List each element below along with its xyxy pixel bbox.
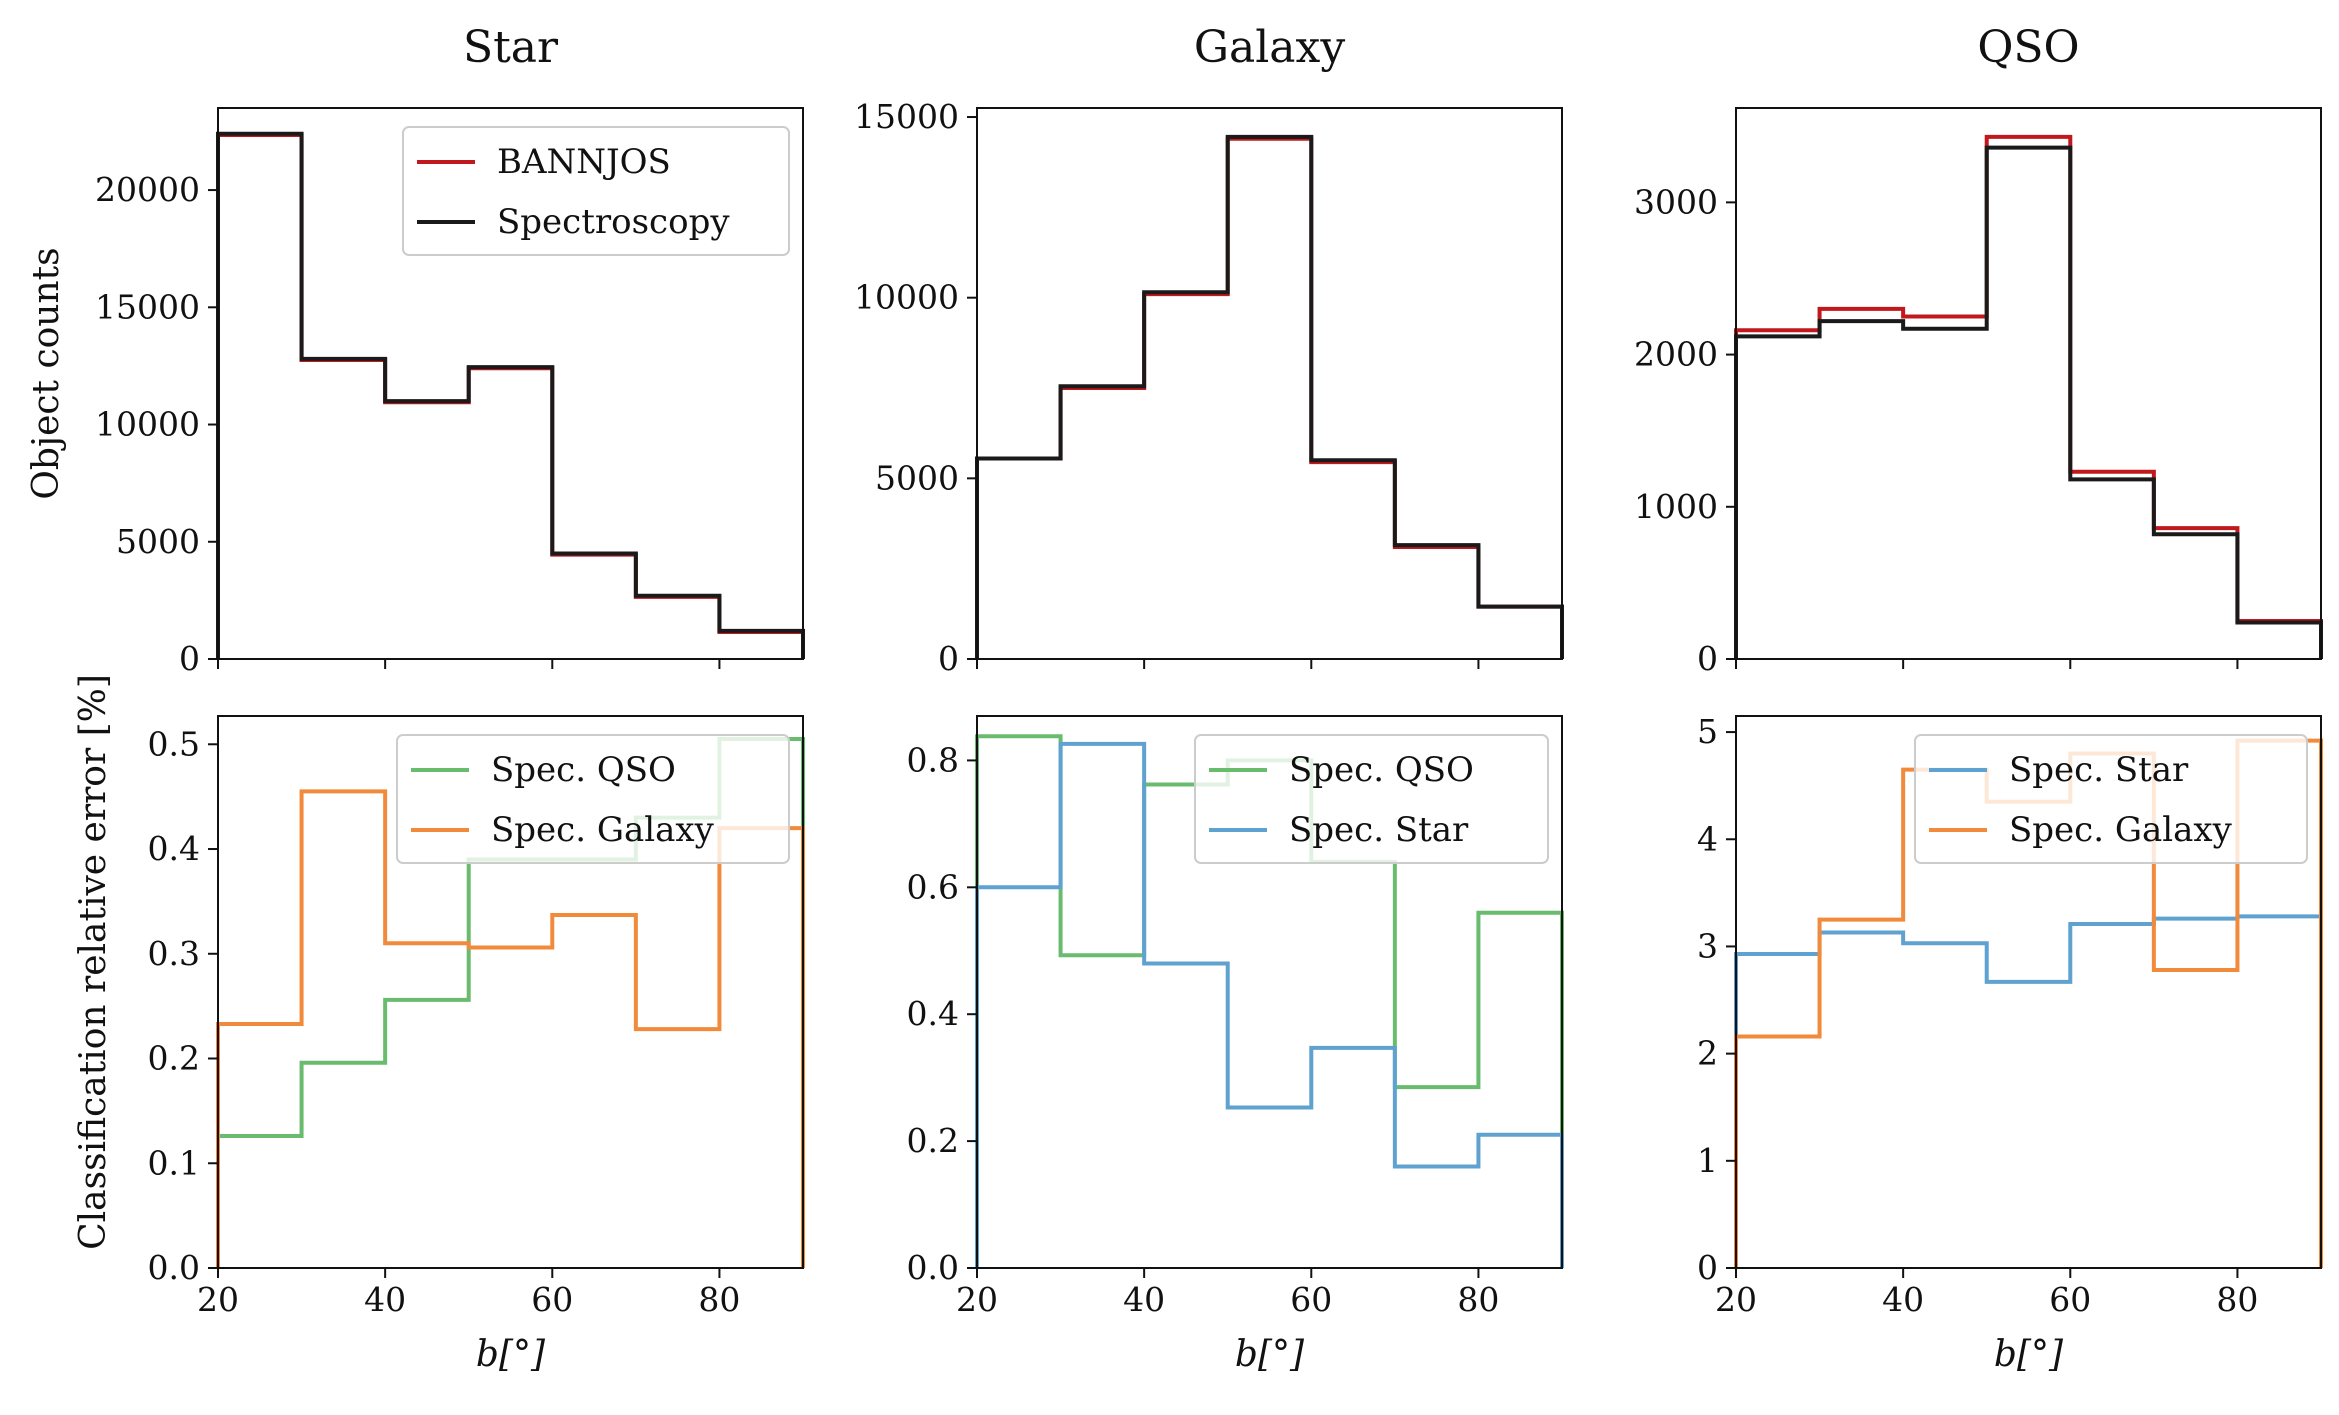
y-tick-label: 2000	[1634, 335, 1718, 374]
x-tick-label: 20	[1715, 1280, 1757, 1319]
series-line-spectroscopy	[1734, 145, 2323, 659]
x-axis-label: b[°]	[1235, 1334, 1305, 1375]
legend-label: Spec. Star	[1289, 810, 1469, 850]
x-tick-label: 80	[1457, 1280, 1499, 1319]
x-tick-label: 60	[1290, 1280, 1332, 1319]
panel-error-3: 20 40 60 80 0 1 2 3 4 5 b[°] Spec. Star Spec. Galaxy	[1697, 712, 2323, 1375]
y-tick-label: 0	[938, 639, 959, 678]
x-tick-label: 80	[698, 1280, 740, 1319]
y-tick-label: 0.1	[148, 1143, 200, 1182]
legend-label: Spectroscopy	[497, 202, 730, 242]
y-tick-label: 0.6	[907, 867, 959, 906]
y-tick-label: 10000	[95, 405, 200, 444]
axes-frame	[1735, 715, 2322, 1269]
y-tick-label: 1	[1697, 1141, 1718, 1180]
x-axis-label: b[°]	[476, 1334, 546, 1375]
x-tick-label: 40	[1123, 1280, 1165, 1319]
axes-frame	[976, 715, 1563, 1269]
y-tick-label: 0.5	[148, 724, 200, 763]
legend: BANNJOS Spectroscopy	[402, 126, 790, 256]
legend-label: Spec. Galaxy	[491, 810, 715, 850]
series-line-spectroscopy	[975, 134, 1564, 659]
panel-counts-1: 0 5000 10000 15000 20000 Star Object counts BAN…	[26, 22, 805, 678]
axes-frame	[976, 107, 1563, 660]
y-tick-label: 5000	[875, 458, 959, 497]
y-tick-label: 0.8	[907, 740, 959, 779]
panel-error-2: 20 40 60 800.00.20.40.60.8b[°]Spec. QSOSpec…	[907, 715, 1564, 1375]
axes-frame	[217, 715, 804, 1269]
y-tick-label: 0.0	[907, 1248, 959, 1287]
legend-box	[402, 126, 790, 256]
x-tick-label: 40	[364, 1280, 406, 1319]
y-tick-label: 0.4	[907, 994, 959, 1033]
x-tick-label: 20	[197, 1280, 239, 1319]
panel-title: Star	[463, 22, 559, 73]
y-tick-label: 0.0	[148, 1248, 200, 1287]
x-axis-label: b[°]	[1994, 1334, 2064, 1375]
y-tick-label: 10000	[854, 278, 959, 317]
y-tick-label: 5000	[116, 522, 200, 561]
legend-label: BANNJOS	[497, 142, 671, 182]
series-line-spectroscopy	[216, 131, 805, 659]
y-tick-label: 5	[1697, 712, 1718, 751]
y-tick-label: 2	[1697, 1034, 1718, 1073]
panel-counts-2: 0 5000 10000 15000 Galaxy	[854, 22, 1564, 678]
legend: Spec. QSO Spec. Star	[1194, 734, 1549, 864]
series-line-bannjos	[975, 136, 1564, 659]
y-tick-label: 0.4	[148, 829, 200, 868]
axes-frame	[217, 107, 804, 660]
legend: Spec. Star Spec. Galaxy	[1914, 734, 2308, 864]
y-tick-label: 3000	[1634, 182, 1718, 221]
y-tick-label: 15000	[854, 97, 959, 136]
y-axis-label: Classification relative error [%]	[73, 674, 114, 1250]
y-tick-label: 1000	[1634, 487, 1718, 526]
y-axis-label: Object counts	[26, 247, 67, 499]
panel-title: QSO	[1977, 22, 2079, 73]
y-tick-label: 0.2	[907, 1121, 959, 1160]
y-tick-label: 20000	[95, 170, 200, 209]
y-tick-label: 4	[1697, 819, 1718, 858]
legend: Spec. QSO Spec. Galaxy	[396, 734, 790, 864]
y-tick-label: 15000	[95, 287, 200, 326]
legend-label: Spec. Star	[2009, 750, 2189, 790]
legend-box	[396, 734, 790, 864]
y-tick-label: 0	[1697, 1248, 1718, 1287]
legend-label: Spec. QSO	[491, 750, 676, 790]
y-tick-label: 3	[1697, 926, 1718, 965]
x-tick-label: 60	[531, 1280, 573, 1319]
legend-box	[1914, 734, 2308, 864]
axes-frame	[1735, 107, 2322, 660]
legend-box	[1194, 734, 1549, 864]
x-tick-label: 60	[2049, 1280, 2091, 1319]
y-tick-label: 0.2	[148, 1039, 200, 1078]
series-line-bannjos	[1734, 134, 2323, 659]
legend-label: Spec. Galaxy	[2009, 810, 2233, 850]
y-tick-label: 0	[1697, 639, 1718, 678]
series-line-spec-star	[975, 741, 1564, 1268]
legend-label: Spec. QSO	[1289, 750, 1474, 790]
series-line-spec-galaxy	[216, 789, 805, 1268]
panel-title: Galaxy	[1194, 22, 1346, 73]
y-tick-label: 0.3	[148, 934, 200, 973]
y-tick-label: 0	[179, 639, 200, 678]
x-tick-label: 40	[1882, 1280, 1924, 1319]
x-tick-label: 80	[2216, 1280, 2258, 1319]
panel-counts-3: 0 1000 2000 3000 QSO	[1634, 22, 2323, 678]
x-tick-label: 20	[956, 1280, 998, 1319]
panel-error-1: 20 40 60 80 0.0 0.1 0.2 0.3 0.4 0.5 b[°] Classifica…	[73, 674, 805, 1375]
